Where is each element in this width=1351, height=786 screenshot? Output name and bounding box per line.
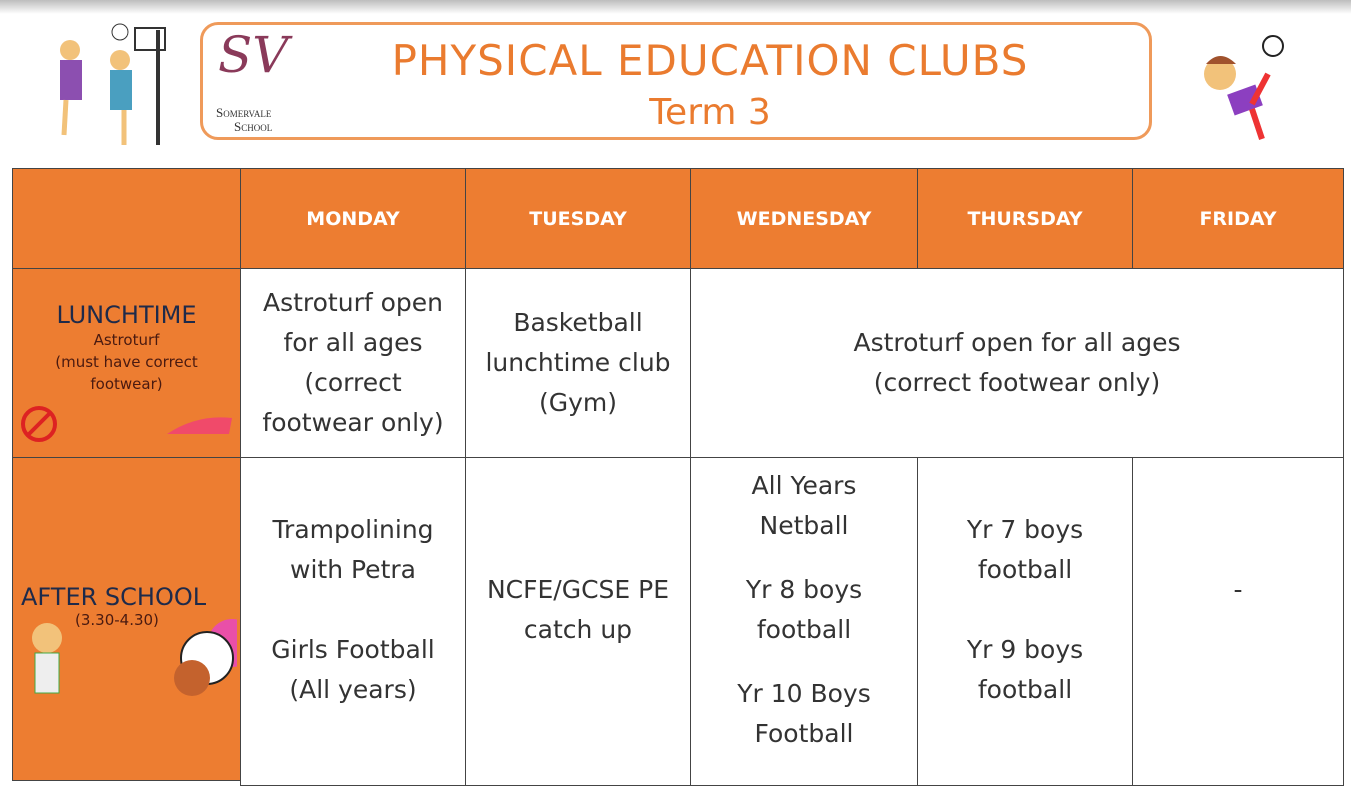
day-header: FRIDAY [1132, 168, 1344, 269]
activity: Astroturf open for all ages (correct foot… [853, 323, 1180, 403]
activity-line: Football [754, 719, 854, 748]
schedule-cell: Basketball lunchtime club (Gym) [465, 268, 691, 458]
activity: Yr 10 Boys Football [737, 674, 871, 754]
activity-line: Yr 8 boys [745, 575, 863, 604]
day-header: MONDAY [240, 168, 466, 269]
activity-line: Yr 7 boys [966, 515, 1084, 544]
activity-line: catch up [523, 615, 633, 644]
day-header: WEDNESDAY [690, 168, 918, 269]
row-label: LUNCHTIME [56, 301, 197, 329]
activity-line: Girls Football [271, 635, 435, 664]
activity-line: Astroturf open [262, 288, 443, 317]
day-header: THURSDAY [917, 168, 1133, 269]
activity-line: football [977, 555, 1073, 584]
netball-illustration [60, 23, 166, 145]
activity-line: with Petra [290, 555, 416, 584]
activity: Girls Football (All years) [271, 630, 434, 710]
schedule-cell: All Years Netball Yr 8 boys football Yr 10 B… [690, 457, 918, 786]
activity-line: (correct footwear only) [873, 368, 1161, 397]
schedule-cell: Trampolining with Petra Girls Football (All… [240, 457, 466, 786]
activity-line: (Gym) [538, 388, 618, 417]
top-bar [0, 0, 1351, 14]
row-label-cell: AFTER SCHOOL (3.30-4.30) [12, 457, 241, 781]
activity-line: footwear only) [262, 408, 444, 437]
activity: Astroturf open for all ages (correct footwe… [262, 283, 443, 443]
activity-line: (All years) [289, 675, 417, 704]
row-sublabel: Astroturf [93, 331, 160, 349]
football-illustration [1204, 35, 1284, 140]
activity: - [1233, 570, 1242, 610]
logo-initials: SV [218, 26, 289, 84]
corner-cell [12, 168, 241, 269]
schedule-cell: NCFE/GCSE PE catch up [465, 457, 691, 786]
schedule-cell: Astroturf open for all ages (correct foot… [690, 268, 1344, 458]
activity: Yr 8 boys football [746, 570, 862, 650]
row-label-cell: LUNCHTIME Astroturf (must have correct foot… [12, 268, 241, 458]
activity-line: Trampolining [272, 515, 434, 544]
activity: Yr 7 boys football [967, 510, 1083, 590]
icons [32, 619, 237, 696]
activity-line: - [1233, 575, 1243, 604]
schedule-cell: Astroturf open for all ages (correct footwe… [240, 268, 466, 458]
activity: NCFE/GCSE PE catch up [487, 570, 669, 650]
row-sublabel: (3.30-4.30) [75, 611, 159, 629]
schedule-cell: Yr 7 boys football Yr 9 boys football [917, 457, 1133, 786]
header-box [200, 22, 1152, 140]
day-header: TUESDAY [465, 168, 691, 269]
schedule-cell: - [1132, 457, 1344, 786]
activity-line: All Years [751, 471, 857, 500]
row-sublabel: footwear) [90, 375, 163, 393]
activity-line: lunchtime club [485, 348, 671, 377]
logo-school: Somervale School [216, 106, 272, 134]
activity-line: Astroturf open for all ages [853, 328, 1181, 357]
logo-school-line: Somervale [216, 105, 272, 120]
activity: Basketball lunchtime club (Gym) [485, 303, 670, 423]
activity-line: Yr 9 boys [966, 635, 1084, 664]
activity-line: football [977, 675, 1073, 704]
activity-line: Basketball [513, 308, 643, 337]
activity-line: Netball [759, 511, 849, 540]
activity-line: for all ages [283, 328, 423, 357]
row-sublabel: (must have correct [55, 353, 198, 371]
activity: Trampolining with Petra [272, 510, 433, 590]
icons [21, 406, 232, 442]
activity-line: NCFE/GCSE PE [486, 575, 670, 604]
activity-line: Yr 10 Boys [737, 679, 871, 708]
title: PHYSICAL EDUCATION CLUBS [391, 36, 1029, 85]
activity-line: (correct [304, 368, 402, 397]
activity: All Years Netball [752, 466, 857, 546]
subtitle: Term 3 [649, 92, 771, 133]
activity-line: football [756, 615, 852, 644]
logo-school-line: School [234, 119, 273, 134]
row-label: AFTER SCHOOL [21, 583, 207, 611]
activity: Yr 9 boys football [967, 630, 1083, 710]
